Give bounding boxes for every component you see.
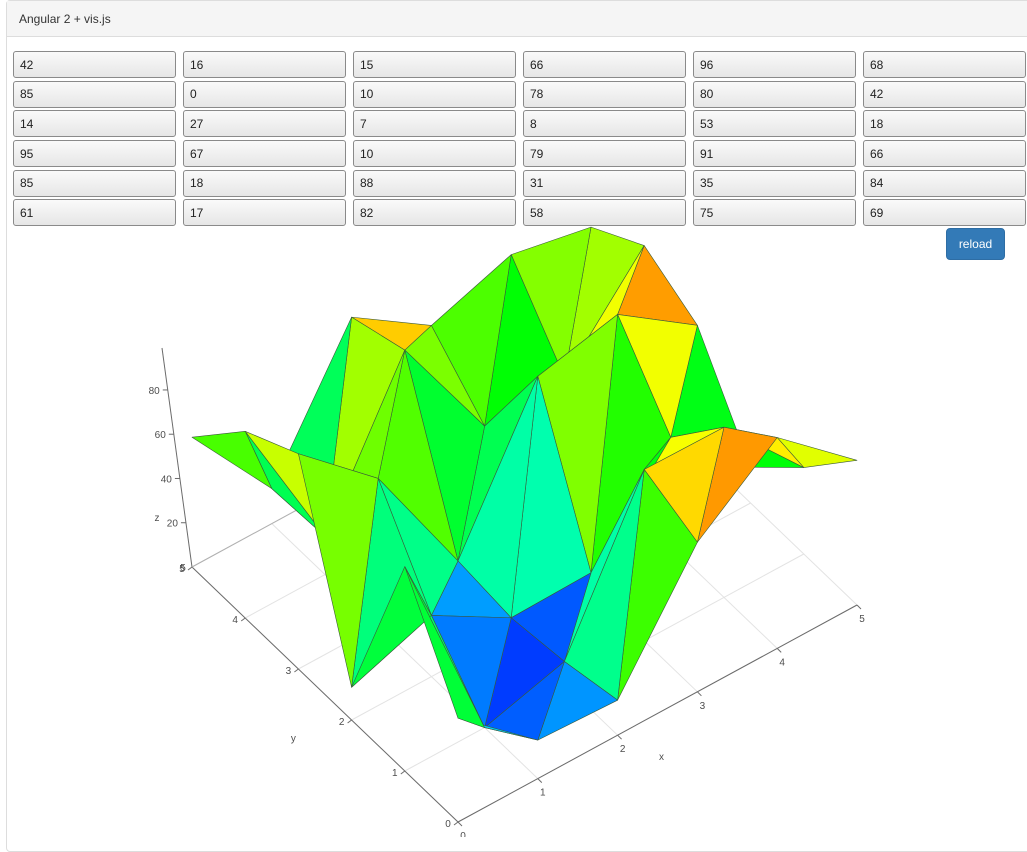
y-tick-label: 3 bbox=[286, 666, 292, 677]
z-tick-label: 80 bbox=[149, 386, 161, 397]
panel-title: Angular 2 + vis.js bbox=[7, 1, 1027, 37]
grid-row bbox=[13, 140, 1027, 170]
value-input[interactable] bbox=[353, 51, 516, 78]
y-tick-mark bbox=[453, 821, 459, 826]
value-input[interactable] bbox=[523, 140, 686, 168]
value-input[interactable] bbox=[183, 110, 346, 138]
y-axis bbox=[191, 566, 459, 823]
y-tick-label: 2 bbox=[339, 717, 345, 728]
reload-button[interactable]: reload bbox=[946, 228, 1005, 260]
grid-row bbox=[13, 199, 1027, 229]
grid-row bbox=[13, 110, 1027, 140]
value-input[interactable] bbox=[693, 199, 856, 227]
x-tick-label: 1 bbox=[540, 788, 546, 799]
x-tick-mark bbox=[776, 648, 782, 653]
value-grid bbox=[13, 51, 1027, 229]
value-input[interactable] bbox=[13, 140, 176, 168]
x-tick-mark bbox=[457, 821, 463, 827]
value-input[interactable] bbox=[523, 80, 686, 108]
grid-row bbox=[13, 51, 1027, 81]
x-tick-label: 3 bbox=[700, 701, 706, 712]
value-input[interactable] bbox=[13, 51, 176, 78]
x-tick-mark bbox=[617, 734, 622, 740]
x-tick-label: 4 bbox=[779, 657, 785, 668]
value-input[interactable] bbox=[693, 110, 856, 138]
value-input[interactable] bbox=[863, 51, 1026, 78]
y-axis-label: y bbox=[291, 734, 296, 745]
x-tick-label: 0 bbox=[460, 831, 466, 837]
x-tick-mark bbox=[697, 691, 702, 697]
value-input[interactable] bbox=[183, 80, 346, 108]
value-input[interactable] bbox=[693, 51, 856, 78]
value-input[interactable] bbox=[353, 140, 516, 168]
y-tick-mark bbox=[400, 770, 406, 775]
value-input[interactable] bbox=[183, 169, 346, 197]
z-tick-label: 40 bbox=[161, 474, 173, 485]
surface-face bbox=[351, 566, 432, 688]
x-tick-label: 2 bbox=[620, 744, 626, 755]
x-tick-mark bbox=[856, 604, 862, 610]
value-input[interactable] bbox=[353, 80, 516, 108]
surface-face bbox=[298, 453, 379, 688]
y-tick-mark bbox=[187, 566, 193, 571]
y-tick-label: 1 bbox=[392, 768, 398, 779]
x-axis bbox=[457, 604, 858, 823]
surface-face bbox=[404, 566, 485, 728]
value-input[interactable] bbox=[863, 80, 1026, 108]
z-origin-label: 5 bbox=[180, 563, 186, 574]
value-input[interactable] bbox=[523, 169, 686, 197]
y-tick-mark bbox=[294, 668, 299, 673]
z-tick-label: 20 bbox=[167, 519, 179, 530]
y-tick-mark bbox=[240, 617, 246, 622]
x-axis-label: x bbox=[659, 752, 664, 763]
x-tick-mark bbox=[537, 778, 543, 783]
value-input[interactable] bbox=[523, 199, 686, 227]
x-tick-label: 5 bbox=[859, 614, 865, 625]
value-input[interactable] bbox=[863, 140, 1026, 168]
value-input[interactable] bbox=[863, 199, 1026, 227]
z-axis bbox=[161, 347, 193, 568]
value-input[interactable] bbox=[523, 51, 686, 78]
value-input[interactable] bbox=[353, 199, 516, 227]
value-input[interactable] bbox=[693, 140, 856, 168]
surface-face bbox=[191, 430, 273, 489]
y-tick-label: 4 bbox=[232, 615, 238, 626]
value-input[interactable] bbox=[693, 80, 856, 108]
z-axis-label: z bbox=[155, 513, 160, 524]
value-input[interactable] bbox=[863, 110, 1026, 138]
value-input[interactable] bbox=[183, 140, 346, 168]
value-input[interactable] bbox=[353, 169, 516, 197]
value-input[interactable] bbox=[863, 169, 1026, 197]
grid-row bbox=[13, 80, 1027, 111]
value-input[interactable] bbox=[13, 80, 176, 108]
value-input[interactable] bbox=[693, 169, 856, 197]
value-input[interactable] bbox=[353, 110, 516, 138]
grid-row bbox=[13, 169, 1027, 200]
value-input[interactable] bbox=[183, 199, 346, 227]
value-input[interactable] bbox=[13, 169, 176, 197]
value-input[interactable] bbox=[13, 199, 176, 227]
y-tick-label: 0 bbox=[445, 819, 451, 830]
y-tick-label: 5 bbox=[179, 564, 185, 575]
grid-line bbox=[271, 523, 539, 779]
y-tick-mark bbox=[347, 719, 352, 724]
value-input[interactable] bbox=[13, 110, 176, 138]
value-input[interactable] bbox=[183, 51, 346, 78]
value-input[interactable] bbox=[523, 110, 686, 138]
z-tick-label: 60 bbox=[155, 430, 167, 441]
